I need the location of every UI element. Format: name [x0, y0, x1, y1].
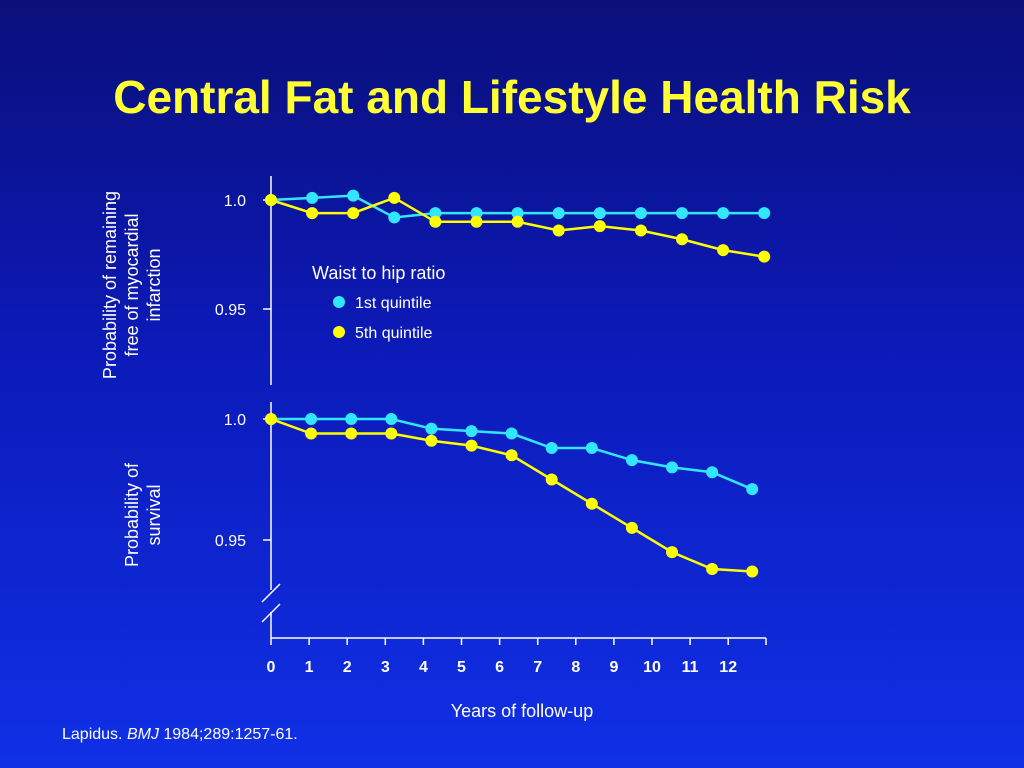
survival-point-1st-quintile: [465, 425, 478, 438]
x-tick-label: 1: [305, 659, 314, 676]
x-tick-label: 2: [343, 659, 352, 676]
survival-panel: 1.00.950 1 2 3 4 5 6 7 8 9 10 11 12 Probability of su…: [122, 402, 767, 721]
survival-point-5th-quintile: [345, 427, 358, 440]
survival-point-5th-quintile: [706, 563, 719, 576]
mi-free-y-tick-label: 0.95: [215, 302, 246, 319]
mi-free-point-1st-quintile: [470, 207, 483, 220]
mi-free-point-1st-quintile: [676, 207, 688, 220]
legend-label-1st-quintile: 1st quintile: [355, 295, 432, 312]
mi-free-point-5th-quintile: [717, 244, 730, 257]
survival-point-5th-quintile: [425, 434, 438, 447]
survival-y-tick-label: 1.0: [224, 412, 246, 429]
x-axis-label: Years of follow-up: [451, 701, 593, 721]
citation-suffix: 1984;289:1257-61.: [158, 726, 298, 743]
mi-free-point-1st-quintile: [552, 207, 565, 220]
legend: Waist to hip ratio 1st quintile 5th quin…: [312, 263, 445, 342]
y-axis-label-line: survival: [144, 484, 164, 545]
mi-free-panel: 1.0 0.95 Probability of remaining free of …: [100, 176, 771, 385]
survival-point-5th-quintile: [746, 565, 759, 578]
mi-free-point-1st-quintile: [593, 207, 606, 220]
x-tick-label: 0: [267, 659, 276, 676]
survival-point-5th-quintile: [625, 521, 638, 534]
x-tick-label: 5: [457, 659, 466, 676]
survival-point-1st-quintile: [385, 413, 398, 425]
x-tick-label: 11: [682, 659, 699, 676]
y-axis-label-line: Probability of remaining: [100, 191, 120, 379]
survival-point-5th-quintile: [545, 473, 558, 486]
survival-axes: 1.00.950 1 2 3 4 5 6 7 8 9 10 11 12: [215, 402, 767, 676]
survival-point-1st-quintile: [585, 442, 598, 455]
x-tick-label: 7: [533, 659, 542, 676]
mi-free-point-1st-quintile: [717, 207, 730, 220]
mi-free-point-5th-quintile: [511, 215, 524, 228]
x-tick-label: 3: [381, 659, 390, 676]
mi-free-y-axis: 1.0 0.95: [215, 176, 272, 385]
survival-y-tick-label: 0.95: [215, 533, 246, 550]
mi-free-point-5th-quintile: [676, 233, 688, 246]
survival-point-5th-quintile: [505, 449, 518, 462]
x-tick-label: 12: [719, 659, 737, 676]
survival-point-5th-quintile: [666, 546, 678, 559]
survival-point-1st-quintile: [625, 454, 638, 467]
mi-free-point-5th-quintile: [634, 224, 647, 237]
legend-title: Waist to hip ratio: [312, 263, 445, 283]
legend-marker-1st-quintile: [333, 296, 345, 308]
survival-point-5th-quintile: [265, 413, 277, 425]
mi-free-point-5th-quintile: [306, 207, 319, 220]
survival-series: [265, 413, 759, 578]
slide-title: Central Fat and Lifestyle Health Risk: [113, 71, 911, 123]
y-axis-label-line: infarction: [144, 248, 164, 321]
mi-free-point-5th-quintile: [429, 215, 442, 228]
x-tick-label: 6: [495, 659, 504, 676]
x-tick-label: 9: [609, 659, 618, 676]
survival-line-5th-quintile: [270, 417, 753, 573]
mi-free-point-5th-quintile: [347, 207, 360, 220]
survival-point-1st-quintile: [746, 483, 759, 496]
mi-free-point-5th-quintile: [265, 194, 277, 206]
x-tick-label: 4: [419, 659, 428, 676]
citation: Lapidus. BMJ 1984;289:1257-61.: [62, 726, 298, 744]
survival-point-1st-quintile: [666, 461, 678, 474]
survival-point-1st-quintile: [545, 442, 558, 455]
survival-point-1st-quintile: [345, 413, 358, 425]
mi-free-point-5th-quintile: [758, 250, 771, 263]
survival-point-1st-quintile: [305, 413, 318, 425]
mi-free-point-1st-quintile: [634, 207, 647, 220]
survival-point-1st-quintile: [425, 422, 438, 435]
mi-free-y-axis-label: Probability of remaining free of myocardi…: [100, 191, 164, 379]
mi-free-point-5th-quintile: [552, 224, 565, 237]
citation-journal: BMJ: [126, 726, 159, 743]
y-axis-label-line: Probability of: [122, 462, 142, 567]
survival-point-1st-quintile: [706, 466, 719, 479]
legend-marker-5th-quintile: [333, 326, 345, 338]
survival-point-1st-quintile: [505, 427, 518, 440]
mi-free-point-5th-quintile: [593, 220, 606, 233]
mi-free-series: [265, 189, 771, 263]
axis-break-mark: [261, 583, 281, 603]
mi-free-y-tick-label: 1.0: [224, 193, 246, 210]
survival-point-5th-quintile: [585, 497, 598, 510]
citation-prefix: Lapidus.: [62, 726, 127, 743]
survival-point-5th-quintile: [385, 427, 398, 440]
mi-free-point-5th-quintile: [470, 215, 483, 228]
mi-free-point-1st-quintile: [758, 207, 771, 220]
x-tick-label: 8: [571, 659, 580, 676]
survival-point-5th-quintile: [305, 427, 318, 440]
x-tick-label: 10: [643, 659, 661, 676]
mi-free-point-1st-quintile: [388, 211, 401, 224]
survival-point-5th-quintile: [465, 439, 478, 452]
legend-label-5th-quintile: 5th quintile: [355, 325, 432, 342]
mi-free-point-1st-quintile: [429, 207, 442, 220]
mi-free-point-1st-quintile: [306, 191, 319, 204]
mi-free-point-1st-quintile: [511, 207, 524, 220]
survival-y-axis-label: Probability of survival: [122, 462, 164, 567]
mi-free-point-5th-quintile: [388, 191, 401, 204]
y-axis-label-line: free of myocardial: [122, 213, 142, 356]
mi-free-point-1st-quintile: [347, 189, 360, 202]
